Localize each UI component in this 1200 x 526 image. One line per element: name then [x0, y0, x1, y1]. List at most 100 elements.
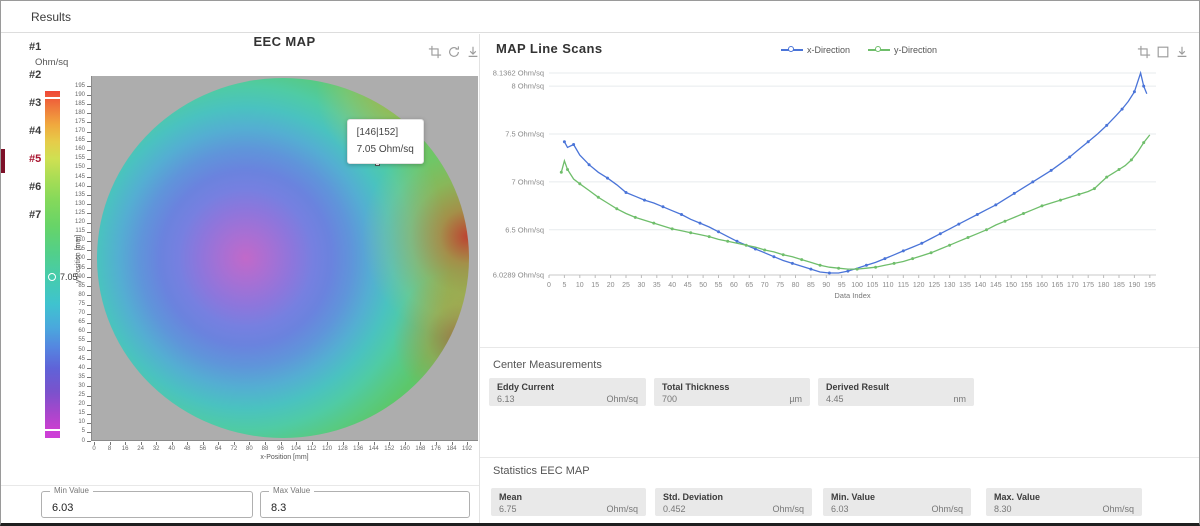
min-value-input[interactable]: [42, 492, 252, 517]
data-point: [782, 253, 785, 256]
data-point: [1013, 192, 1016, 195]
std-deviation-value: 0.452: [663, 504, 686, 514]
map-y-tick-label: 195: [61, 83, 85, 89]
map-y-tick-label: 165: [61, 137, 85, 143]
chart-y-label: 7 Ohm/sq: [511, 177, 544, 186]
data-point: [837, 267, 840, 270]
data-point: [939, 232, 942, 235]
map-y-tick: [87, 305, 91, 306]
map-y-tick: [87, 414, 91, 415]
map-y-axis-title: y-Position [mm]: [49, 229, 109, 289]
data-point: [976, 213, 979, 216]
map-x-tick: [296, 442, 297, 445]
max-value-input[interactable]: [261, 492, 469, 517]
map-y-tick: [87, 441, 91, 442]
map-y-tick: [87, 432, 91, 433]
map-y-tick: [87, 405, 91, 406]
chart-x-tick-label: 180: [1098, 282, 1110, 289]
data-point: [1031, 180, 1034, 183]
map-y-tick-label: 0: [61, 438, 85, 444]
map-x-tick-label: 192: [457, 446, 477, 452]
data-point: [1118, 168, 1121, 171]
chart-x-tick-label: 110: [882, 282, 893, 289]
derived-result-unit: nm: [953, 394, 966, 404]
min-value-unit: Ohm/sq: [931, 504, 963, 514]
reset-zoom-icon[interactable]: [1156, 45, 1170, 59]
colorbar-max-marker: [45, 97, 60, 99]
line-scans-chart[interactable]: 8.1362 Ohm/sq8 Ohm/sq7.5 Ohm/sq7 Ohm/sq6…: [481, 59, 1193, 305]
data-point: [865, 264, 868, 267]
data-point: [1093, 187, 1096, 190]
eddy-current-unit: Ohm/sq: [606, 394, 638, 404]
measurements-divider: [480, 347, 1200, 348]
data-point: [708, 235, 711, 238]
map-y-tick-label: 10: [61, 419, 85, 425]
colorbar-min-cap: [45, 431, 60, 438]
chart-x-axis-title: Data Index: [834, 291, 871, 300]
chart-y-label: 7.5 Ohm/sq: [505, 130, 544, 139]
map-y-tick: [87, 104, 91, 105]
map-x-tick: [156, 442, 157, 445]
chart-x-tick-label: 85: [807, 282, 815, 289]
data-point: [563, 140, 566, 143]
data-point: [597, 196, 600, 199]
map-y-tick-label: 25: [61, 392, 85, 398]
data-point: [791, 262, 794, 265]
data-point: [893, 262, 896, 265]
line-scans-title: MAP Line Scans: [496, 41, 603, 56]
map-y-tick: [87, 350, 91, 351]
data-point: [726, 240, 729, 243]
refresh-icon[interactable]: [447, 45, 461, 59]
map-y-tick-label: 140: [61, 183, 85, 189]
data-point: [680, 213, 683, 216]
map-y-tick-label: 65: [61, 319, 85, 325]
data-point: [745, 244, 748, 247]
map-y-tick-label: 150: [61, 164, 85, 170]
chart-x-tick-label: 125: [928, 282, 940, 289]
chart-x-tick-label: 95: [838, 282, 846, 289]
crop-icon[interactable]: [428, 45, 442, 59]
map-y-tick: [87, 204, 91, 205]
data-point: [717, 230, 720, 233]
map-y-tick: [87, 332, 91, 333]
data-point: [948, 244, 951, 247]
map-y-tick-label: 135: [61, 192, 85, 198]
chart-x-tick-label: 75: [776, 282, 784, 289]
data-point: [689, 231, 692, 234]
download-icon[interactable]: [466, 45, 480, 59]
chart-x-tick-label: 30: [638, 282, 646, 289]
zoom-box-icon[interactable]: [1137, 45, 1151, 59]
chart-x-tick-label: 60: [730, 282, 738, 289]
chart-x-tick-label: 40: [668, 282, 676, 289]
data-point: [736, 240, 739, 243]
data-point: [1142, 141, 1145, 144]
chart-x-tick-label: 35: [653, 282, 661, 289]
data-point: [957, 223, 960, 226]
data-point: [856, 268, 859, 271]
data-point: [883, 257, 886, 260]
map-x-tick: [467, 442, 468, 445]
chart-x-tick-label: 135: [959, 282, 971, 289]
download-icon[interactable]: [1175, 45, 1189, 59]
data-point: [572, 143, 575, 146]
map-y-tick: [87, 150, 91, 151]
chart-y-label: 8 Ohm/sq: [511, 82, 544, 91]
max-value-field: Max Value: [260, 491, 470, 518]
chart-x-tick-label: 150: [1005, 282, 1017, 289]
map-y-tick: [87, 195, 91, 196]
map-x-tick: [420, 442, 421, 445]
legend-item-x-direction[interactable]: x-Direction: [781, 45, 850, 55]
max-value-box: Max. Value 8.30 Ohm/sq: [986, 488, 1142, 516]
results-window: Results #1 #2 #3 #4 #5 #6 #7 EEC MAP Ohm…: [0, 0, 1200, 526]
legend-item-y-direction[interactable]: y-Direction: [868, 45, 937, 55]
map-y-tick-label: 190: [61, 92, 85, 98]
map-x-tick: [327, 442, 328, 445]
data-point: [911, 257, 914, 260]
chart-x-tick-label: 90: [822, 282, 830, 289]
data-point: [1105, 124, 1108, 127]
chart-x-tick-label: 20: [607, 282, 615, 289]
map-y-tick-label: 130: [61, 201, 85, 207]
map-x-tick: [141, 442, 142, 445]
map-x-tick: [389, 442, 390, 445]
map-y-tick: [87, 113, 91, 114]
